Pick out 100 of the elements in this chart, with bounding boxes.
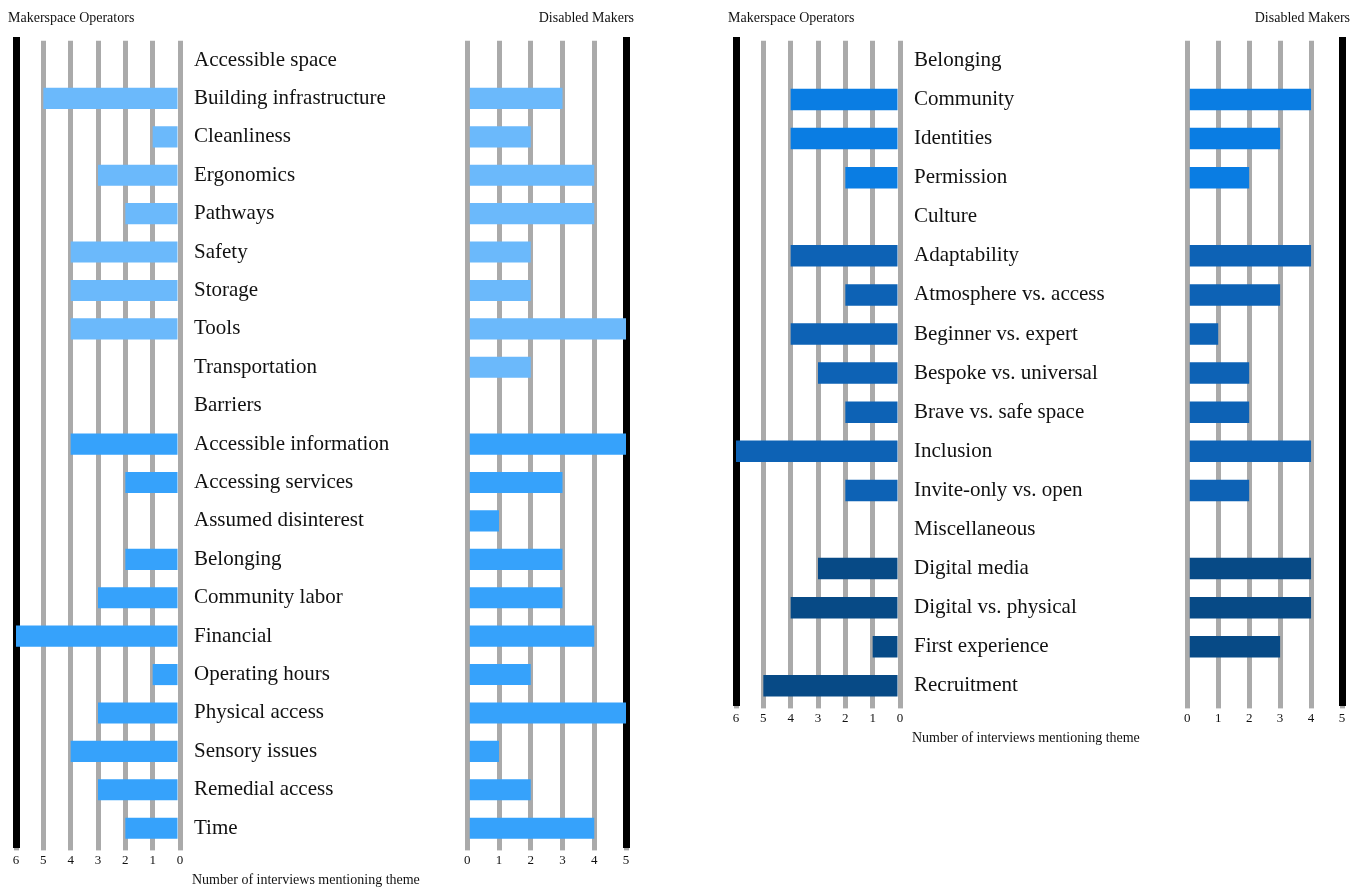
x-tick-label: 5 — [40, 851, 47, 867]
chart-title: Makerspace Operators — [8, 10, 135, 26]
bar — [736, 440, 898, 463]
bar — [1189, 245, 1312, 267]
y-tick-label: Permission — [914, 164, 1008, 189]
x-tick-label: 1 — [869, 709, 876, 725]
y-tick-label: Accessing services — [194, 469, 354, 494]
x-tick-label: 0 — [464, 851, 471, 867]
bar — [845, 284, 898, 306]
bar — [1189, 636, 1281, 658]
x-tick-label: 4 — [1307, 709, 1315, 725]
y-tick-label: Building infrastructure — [194, 84, 386, 109]
bar — [98, 779, 178, 801]
bar — [16, 625, 178, 647]
bar — [469, 203, 595, 225]
bar — [469, 471, 563, 494]
bar — [469, 548, 563, 570]
bar — [125, 203, 178, 225]
bar — [1189, 88, 1312, 111]
bar — [1189, 479, 1250, 502]
x-tick-label: 3 — [1276, 709, 1284, 725]
bar — [1189, 127, 1281, 150]
bar — [1189, 362, 1250, 384]
y-tick-label: Atmosphere vs. access — [914, 281, 1105, 306]
bar — [790, 88, 898, 111]
bar — [98, 702, 178, 724]
bar — [1189, 440, 1312, 463]
y-tick-label: Physical access — [194, 699, 325, 724]
bar — [790, 245, 898, 267]
bar — [152, 664, 178, 686]
y-tick-label: Accessible information — [194, 430, 390, 455]
bar — [818, 362, 898, 384]
x-tick-label: 2 — [527, 851, 534, 867]
bar — [70, 279, 178, 302]
y-tick-label: Barriers — [194, 392, 262, 417]
bar — [872, 636, 898, 658]
x-tick-label: 1 — [149, 851, 156, 867]
y-tick-label: Ergonomics — [194, 161, 296, 186]
bar — [152, 126, 178, 148]
y-tick-label: Belonging — [194, 545, 282, 570]
x-tick-label: 4 — [67, 851, 75, 867]
x-tick-label: 0 — [1184, 709, 1191, 725]
x-tick-label: 4 — [591, 851, 598, 867]
bar — [845, 166, 898, 189]
bar — [1189, 284, 1281, 306]
bar — [469, 587, 563, 609]
y-tick-label: Tools — [194, 315, 241, 340]
bar — [469, 702, 626, 724]
bar — [469, 625, 595, 647]
y-tick-label: Operating hours — [194, 661, 330, 686]
y-tick-label: Pathways — [194, 200, 275, 225]
y-tick-label: Transportation — [194, 353, 318, 378]
bar — [70, 740, 178, 762]
bar — [790, 596, 898, 619]
x-tick-label: 3 — [814, 709, 822, 725]
x-tick-label: 0 — [896, 709, 904, 725]
bar — [469, 356, 531, 378]
y-tick-label: Community labor — [194, 584, 343, 609]
bar — [818, 557, 898, 580]
bar — [790, 323, 898, 345]
y-tick-label: Assumed disinterest — [194, 507, 364, 532]
y-tick-label: Community — [914, 85, 1015, 110]
y-tick-label: Storage — [194, 276, 259, 301]
y-tick-label: Bespoke vs. universal — [914, 359, 1098, 384]
x-tick-label: 2 — [1245, 709, 1253, 725]
x-tick-label: 3 — [559, 851, 566, 867]
x-tick-label: 6 — [12, 851, 20, 867]
y-tick-label: Brave vs. safe space — [914, 398, 1085, 423]
bar — [845, 479, 898, 502]
y-tick-label: Cleanliness — [194, 123, 291, 148]
x-tick-label: 1 — [495, 851, 503, 867]
bar — [70, 318, 178, 340]
bar — [70, 241, 178, 263]
x-tick-label: 4 — [787, 709, 795, 725]
y-tick-label: Remedial access — [194, 776, 334, 801]
y-tick-label: Invite-only vs. open — [914, 476, 1084, 501]
chart-title: Disabled Makers — [1254, 10, 1350, 26]
bar — [469, 510, 499, 532]
x-axis-title: Number of interviews mentioning theme — [192, 872, 420, 888]
bar — [845, 401, 898, 423]
y-tick-label: Digital media — [914, 555, 1030, 580]
y-tick-label: Miscellaneous — [914, 515, 1036, 540]
bar — [125, 471, 178, 494]
bar — [469, 817, 595, 839]
bar — [469, 779, 531, 801]
y-tick-label: Sensory issues — [194, 737, 318, 762]
bar — [469, 664, 531, 686]
bar — [1189, 557, 1312, 580]
x-tick-label: 5 — [1338, 709, 1346, 725]
bar — [1189, 401, 1250, 423]
y-tick-label: Digital vs. physical — [914, 594, 1077, 619]
chart-title: Disabled Makers — [538, 10, 634, 26]
y-tick-label: Safety — [194, 238, 249, 263]
bar — [98, 164, 178, 186]
y-tick-label: Adaptability — [914, 242, 1020, 267]
y-tick-label: Inclusion — [914, 437, 993, 462]
bar — [1189, 166, 1250, 189]
y-tick-label: Belonging — [914, 46, 1002, 71]
bar — [125, 817, 178, 839]
bar — [1189, 596, 1312, 619]
